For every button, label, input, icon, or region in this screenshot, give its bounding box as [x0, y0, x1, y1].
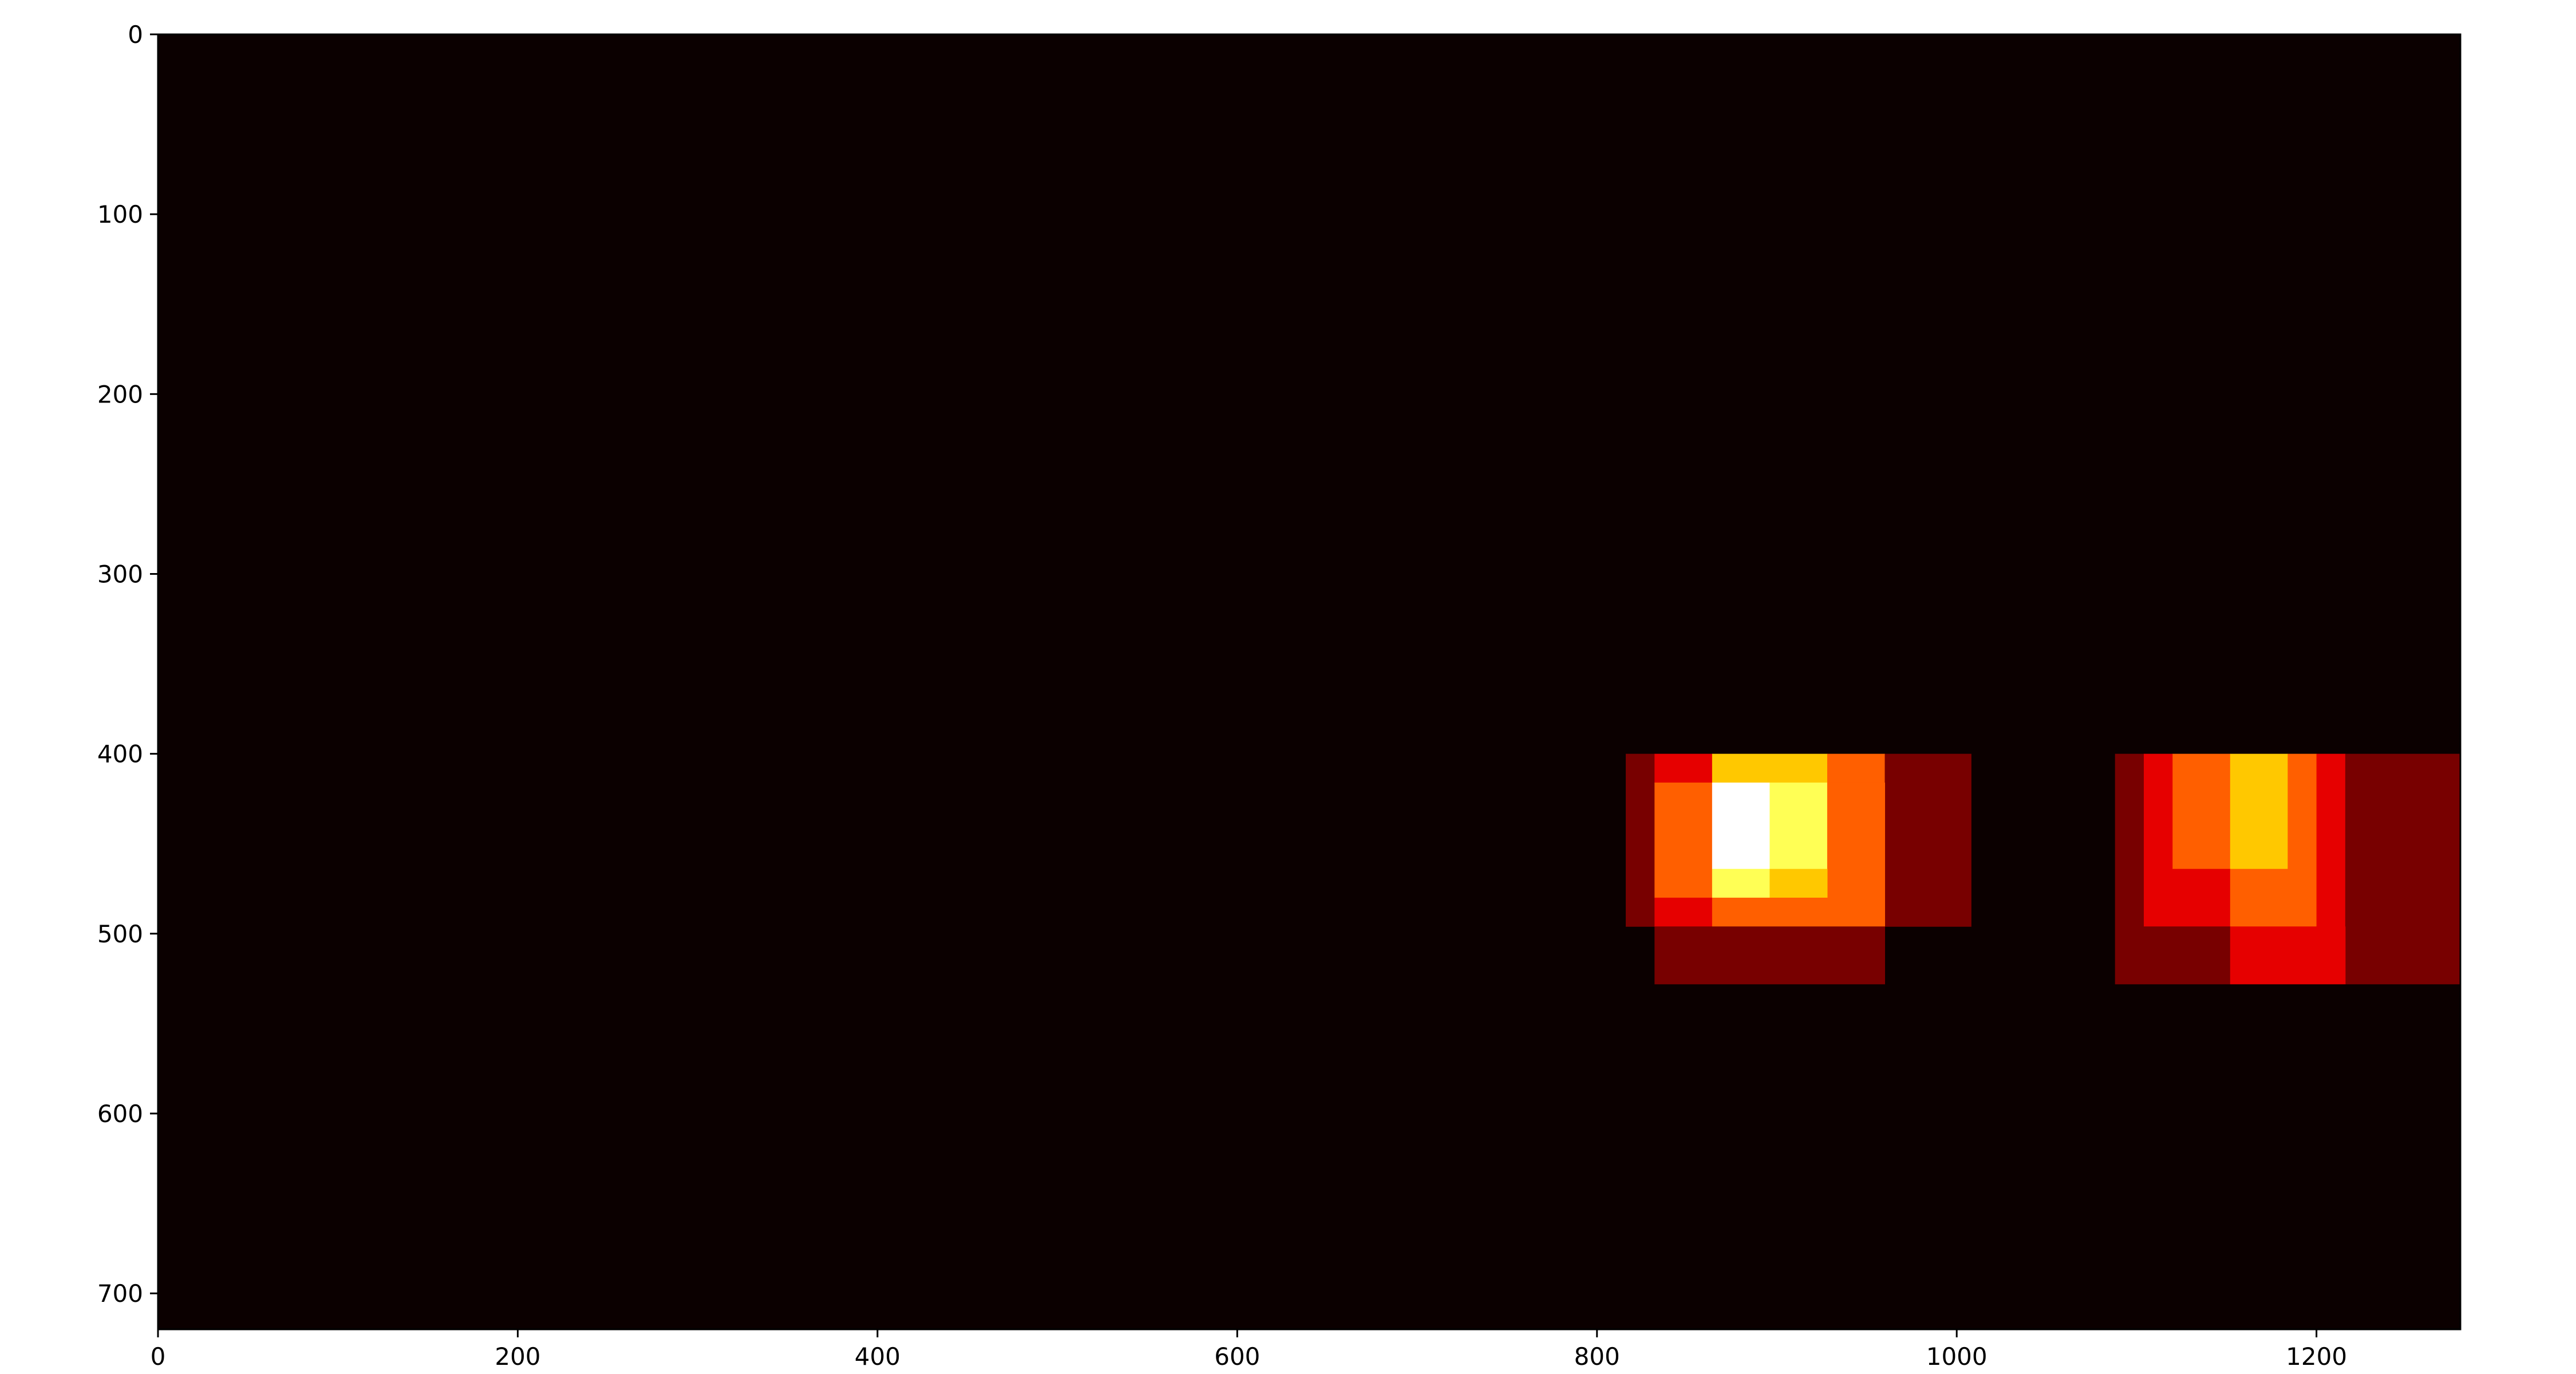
- y-tick-label: 700: [97, 1280, 143, 1308]
- heatmap-cell: [1712, 898, 1828, 927]
- y-tick-label: 400: [97, 740, 143, 768]
- heatmap-cell: [2143, 753, 2173, 927]
- x-tick-label: 1200: [2286, 1343, 2347, 1371]
- heatmap-cell: [2287, 753, 2317, 927]
- y-tick-label: 500: [97, 920, 143, 948]
- x-tick-label: 800: [1574, 1343, 1620, 1371]
- heatmap-cell: [1827, 782, 1885, 927]
- heatmap-cell: [2143, 926, 2231, 985]
- heatmap-cell: [1654, 926, 1885, 985]
- y-tick-label: 100: [97, 200, 143, 228]
- heatmap-cell: [2230, 926, 2346, 985]
- x-tick-label: 200: [495, 1343, 540, 1371]
- heatmap-cell: [2172, 753, 2231, 870]
- heatmap-cell: [2172, 868, 2231, 927]
- heatmap-cell: [2230, 753, 2288, 870]
- heatmap-cells: [1626, 753, 2461, 985]
- heatmap-cell: [1712, 753, 1828, 783]
- heatmap-cell: [1827, 753, 1885, 783]
- heatmap-cell: [1712, 868, 1770, 898]
- y-tick-label: 200: [97, 380, 143, 408]
- heatmap-cell: [1654, 898, 1713, 927]
- heatmap-cell: [2316, 753, 2346, 927]
- heatmap-cell: [1712, 782, 1770, 870]
- x-tick-label: 0: [151, 1343, 166, 1371]
- plot-frame: [157, 33, 2462, 1330]
- heatmap-cell: [1654, 753, 1713, 783]
- y-axis: 0 100 200 300 400 500 600 700: [97, 21, 158, 1308]
- heatmap-cell: [1654, 782, 1713, 898]
- heatmap-cell: [1884, 753, 1971, 927]
- heatmap-cell: [1769, 868, 1828, 898]
- plot-background: [158, 34, 2460, 1329]
- y-tick-label: 600: [97, 1100, 143, 1128]
- plot-area: [157, 33, 2462, 1330]
- x-tick-label: 600: [1214, 1343, 1260, 1371]
- heatmap-cell: [2115, 753, 2144, 985]
- heatmap-cell: [1626, 753, 1655, 927]
- x-tick-label: 400: [855, 1343, 900, 1371]
- heatmap-cell: [1769, 782, 1828, 870]
- heatmap-cell: [2345, 753, 2461, 985]
- x-tick-label: 1000: [1926, 1343, 1988, 1371]
- x-axis: 0 200 400 600 800 1000 1200: [151, 1329, 2347, 1371]
- heatmap-cell: [2230, 868, 2288, 927]
- y-tick-label: 0: [128, 21, 143, 49]
- y-tick-label: 300: [97, 560, 143, 589]
